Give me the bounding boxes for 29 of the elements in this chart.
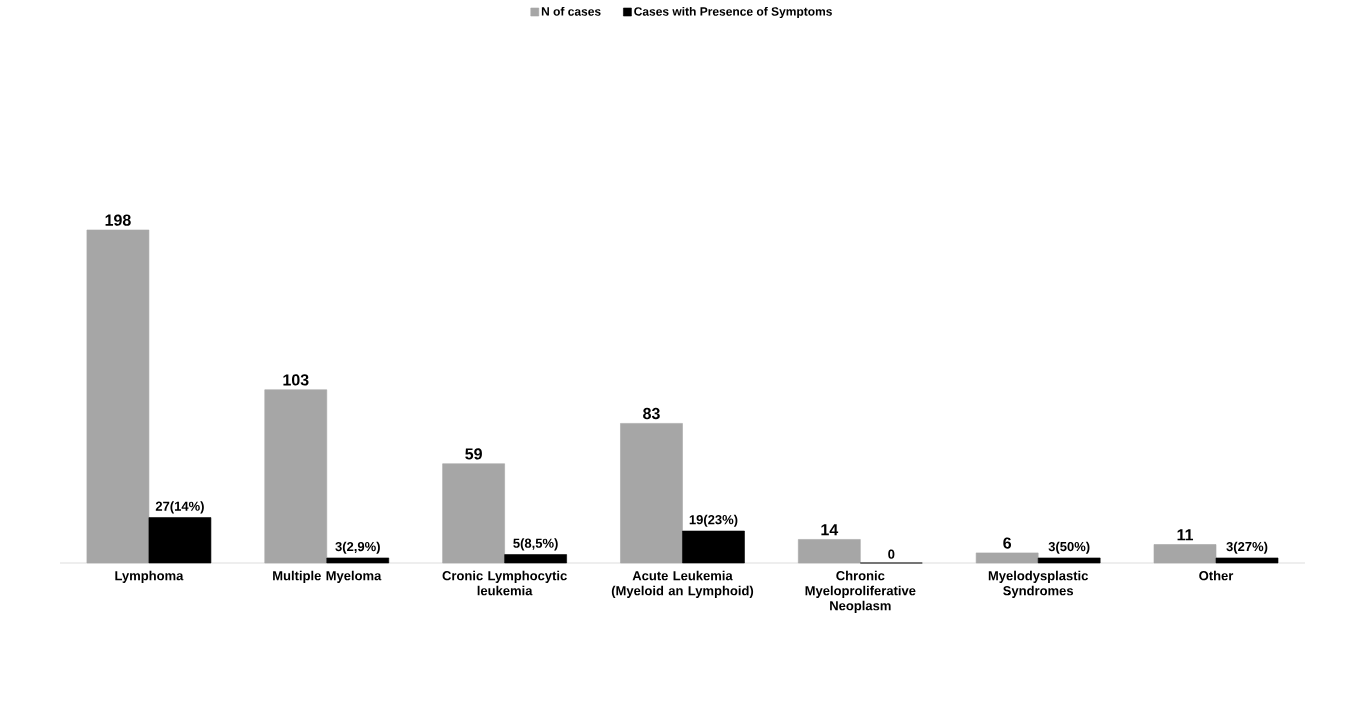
legend-label: Cases with Presence of Symptoms: [634, 6, 832, 19]
data-label: 5(8,5%): [513, 538, 558, 551]
data-label: 19(23%): [689, 514, 738, 527]
data-label: 6: [1003, 537, 1012, 549]
bar: [504, 554, 567, 564]
x-tick-label: Other: [1199, 570, 1234, 581]
bar: [682, 530, 745, 564]
bar: [326, 557, 390, 564]
x-tick-label: Chronic Myeloproliferative Neoplasm: [805, 570, 916, 613]
legend-label: N of cases: [541, 6, 601, 16]
x-tick-label: Myelodysplastic Syndromes: [988, 570, 1088, 598]
data-label: 3(2,9%): [335, 541, 380, 554]
data-label: 83: [643, 407, 660, 420]
data-label: 27(14%): [155, 501, 204, 514]
data-label: 0: [888, 549, 895, 559]
data-label: 198: [105, 214, 131, 226]
data-label: 14: [821, 524, 839, 536]
data-label: 3(50%): [1048, 541, 1090, 554]
x-tick-label: Acute Leukemia (Myeloid an Lymphoid): [611, 570, 754, 598]
bar: [148, 517, 212, 564]
data-label: 103: [283, 374, 309, 386]
data-label: 11: [1177, 529, 1194, 541]
bar: [1037, 557, 1101, 564]
data-label: 3(27%): [1226, 541, 1268, 554]
data-label: 59: [465, 448, 482, 460]
bar: [1215, 557, 1279, 564]
x-tick-label: Cronic Lymphocytic leukemia: [442, 570, 567, 596]
x-tick-label: Lymphoma: [115, 570, 184, 583]
x-tick-label: Multiple Myeloma: [273, 570, 382, 583]
